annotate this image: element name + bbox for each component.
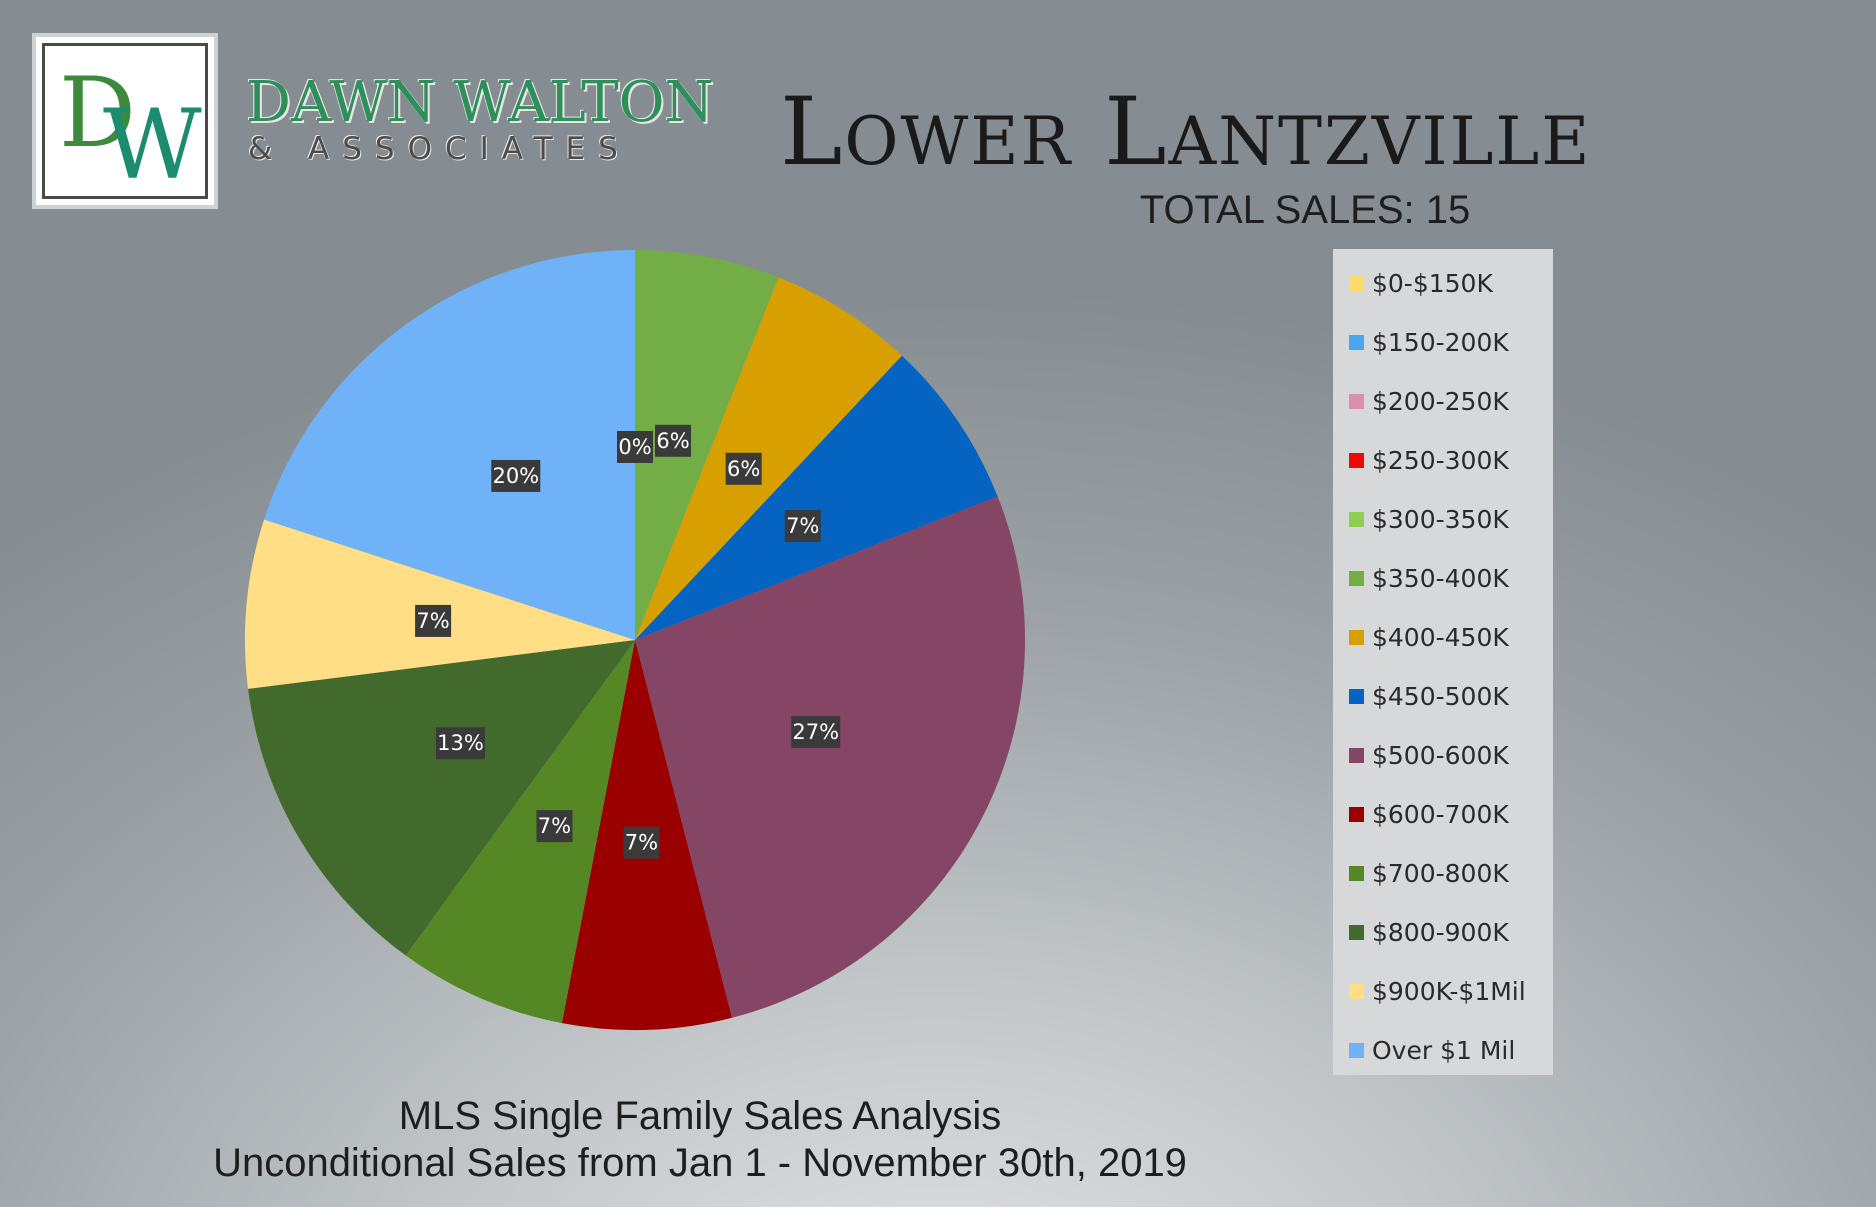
pie-data-label-7: 7% — [784, 510, 821, 543]
pie-data-label-text: 6% — [727, 457, 760, 481]
pie-data-label-text: 7% — [538, 814, 571, 838]
pie-data-label-11: 13% — [435, 727, 485, 760]
legend-swatch — [1349, 511, 1364, 527]
pie-data-label-bg — [725, 452, 762, 485]
legend-label: $700-800K — [1372, 858, 1509, 888]
legend-swatch — [1349, 688, 1364, 704]
legend-label: $200-250K — [1372, 386, 1509, 416]
legend-item: $200-250K — [1349, 381, 1559, 421]
pie-data-label-text: 7% — [625, 831, 658, 855]
pie-data-label-text: 13% — [437, 731, 484, 755]
legend-item: $350-400K — [1349, 558, 1559, 598]
logo-frame: D W — [42, 43, 208, 199]
legend-label: $500-600K — [1372, 740, 1509, 770]
legend-label: $350-400K — [1372, 563, 1509, 593]
pie-slice-7 — [635, 355, 998, 640]
svg-text:W: W — [103, 89, 202, 196]
legend-swatch — [1349, 629, 1364, 645]
pie-data-label-text: 0% — [618, 435, 651, 459]
legend-label: $0-$150K — [1372, 268, 1493, 298]
legend-label: $150-200K — [1372, 327, 1509, 357]
pie-slice-10 — [405, 640, 635, 1024]
pie-slice-13 — [264, 250, 635, 640]
chart-legend: $0-$150K $150-200K $200-250K $250-300K $300-… — [1333, 249, 1553, 1075]
legend-swatch — [1349, 806, 1364, 822]
legend-swatch — [1349, 1042, 1364, 1058]
pie-slice-12 — [244, 519, 635, 689]
pie-slice-6 — [635, 277, 902, 640]
footer-title: MLS Single Family Sales Analysis — [398, 1094, 1002, 1138]
pie-data-label-9: 7% — [623, 826, 660, 859]
legend-label: $450-500K — [1372, 681, 1509, 711]
legend-label: $400-450K — [1372, 622, 1509, 652]
legend-swatch — [1349, 924, 1364, 940]
legend-item: $250-300K — [1349, 440, 1559, 480]
legend-swatch — [1349, 275, 1364, 291]
legend-item: $300-350K — [1349, 499, 1559, 539]
legend-label: $800-900K — [1372, 917, 1509, 947]
pie-slice-5 — [635, 250, 779, 640]
footer-subtitle: Unconditional Sales from Jan 1 - Novembe… — [213, 1141, 1187, 1185]
pie-data-label-13: 20% — [491, 459, 541, 492]
legend-item: $400-450K — [1349, 617, 1559, 657]
legend-swatch — [1349, 747, 1364, 763]
legend-swatch — [1349, 393, 1364, 409]
pie-data-label-bg — [491, 459, 541, 492]
logo: D W — [32, 33, 218, 209]
pie-slice-11 — [248, 640, 636, 956]
legend-label: $300-350K — [1372, 504, 1509, 534]
legend-item: $450-500K — [1349, 676, 1559, 716]
legend-item: $500-600K — [1349, 735, 1559, 775]
legend-swatch — [1349, 452, 1364, 468]
legend-label: $600-700K — [1372, 799, 1509, 829]
legend-item: $700-800K — [1349, 853, 1559, 893]
pie-data-label-bg — [623, 826, 660, 859]
pie-data-label-text: 7% — [786, 514, 819, 538]
brand-subtitle: & ASSOCIATES — [248, 131, 631, 167]
legend-swatch — [1349, 570, 1364, 586]
pie-data-label-8: 27% — [791, 716, 841, 749]
total-sales: TOTAL SALES: 15 — [1139, 188, 1471, 232]
page-title: Lower Lantzville — [780, 78, 1592, 187]
pie-data-label-text: 7% — [416, 609, 449, 633]
legend-label: Over $1 Mil — [1372, 1035, 1516, 1065]
pie-data-label-bg — [617, 431, 653, 463]
pie-data-label-6: 6% — [725, 452, 762, 485]
legend-swatch — [1349, 865, 1364, 881]
pie-data-label-bg — [784, 510, 821, 543]
pie-slice-8 — [635, 496, 1025, 1018]
svg-text:D: D — [59, 57, 136, 169]
pie-data-label-text: 6% — [656, 429, 689, 453]
pie-data-label-bg — [536, 810, 573, 843]
pie-data-label-4: 0% — [617, 431, 653, 463]
pie-data-label-5: 6% — [655, 424, 692, 457]
logo-monogram-icon: D W — [59, 57, 202, 196]
legend-label: $900K-$1Mil — [1372, 976, 1526, 1006]
pie-data-label-text: 27% — [792, 720, 839, 744]
pie-data-label-bg — [435, 727, 485, 760]
legend-item: $0-$150K — [1349, 263, 1559, 303]
legend-swatch — [1349, 334, 1364, 350]
legend-item: $600-700K — [1349, 794, 1559, 834]
pie-data-label-text: 20% — [492, 464, 539, 488]
pie-chart: 0% 6%6%7%27%7%7%13%7%20% — [244, 250, 1025, 1030]
pie-data-label-10: 7% — [536, 810, 573, 843]
legend-item: Over $1 Mil — [1349, 1030, 1559, 1070]
legend-item: $150-200K — [1349, 322, 1559, 362]
legend-item: $900K-$1Mil — [1349, 971, 1559, 1011]
legend-label: $250-300K — [1372, 445, 1509, 475]
legend-swatch — [1349, 983, 1364, 999]
legend-item: $800-900K — [1349, 912, 1559, 952]
pie-data-label-12: 7% — [415, 604, 452, 637]
brand-name: DAWN WALTON — [246, 70, 714, 135]
pie-data-label-bg — [791, 716, 841, 749]
pie-data-label-bg — [415, 604, 452, 637]
pie-data-label-bg — [655, 424, 692, 457]
